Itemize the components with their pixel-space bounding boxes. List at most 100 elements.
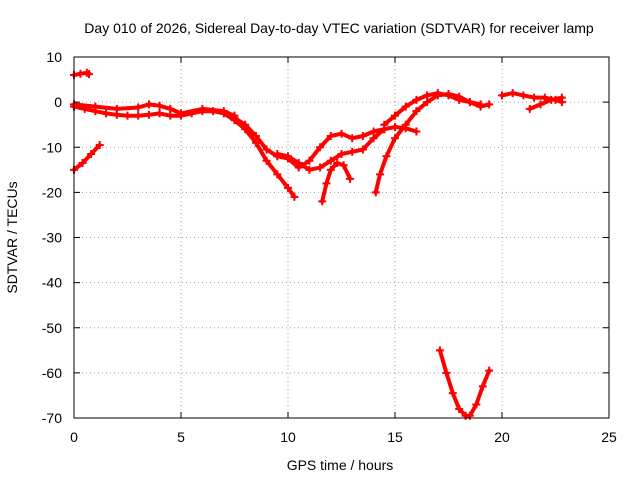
data-point [536, 100, 545, 109]
x-axis-label: GPS time / hours [287, 457, 394, 473]
y-tick-label: -10 [42, 139, 62, 155]
data-point [478, 382, 487, 391]
data-point [102, 109, 111, 118]
data-point [337, 150, 346, 159]
data-point [87, 150, 96, 159]
data-point [433, 89, 442, 98]
x-tick-label: 0 [70, 429, 78, 445]
data-point [294, 159, 303, 168]
data-point [251, 138, 260, 147]
data-point [525, 104, 534, 113]
data-point [262, 145, 271, 154]
series-line-s5 [232, 115, 419, 170]
data-point [316, 163, 325, 172]
y-tick-label: -60 [42, 365, 62, 381]
series-line-s8 [373, 92, 492, 195]
data-point [348, 147, 357, 156]
data-point [412, 95, 421, 104]
data-point [358, 131, 367, 140]
data-point [435, 346, 444, 355]
series-line-s4 [72, 143, 102, 172]
data-point [382, 152, 391, 161]
data-point [78, 159, 87, 168]
axis-ticks: 0 5 10 15 20 25 10 0 -10 -20 -30 -40 -50 -60 -70 [42, 49, 617, 445]
y-tick-label: -30 [42, 230, 62, 246]
data-point [305, 156, 314, 165]
data-point [455, 404, 464, 413]
data-point [318, 197, 327, 206]
data-point [348, 134, 357, 143]
y-tick-label: 0 [54, 94, 62, 110]
grid [74, 57, 609, 418]
data-point [316, 143, 325, 152]
data-point [485, 366, 494, 375]
data-point [198, 104, 207, 113]
chart-title: Day 010 of 2026, Sidereal Day-to-day VTE… [84, 20, 594, 36]
data-point [391, 122, 399, 131]
data-point [391, 111, 399, 120]
data-point [448, 389, 457, 398]
data-point [273, 170, 282, 179]
y-tick-label: -40 [42, 275, 62, 291]
data-point [444, 91, 453, 100]
data-point [112, 104, 121, 113]
data-point [455, 95, 464, 104]
data-point [241, 120, 250, 129]
x-tick-label: 20 [494, 429, 510, 445]
data-point [508, 89, 517, 98]
data-point [337, 129, 346, 138]
data-point [369, 134, 378, 143]
x-tick-label: 5 [177, 429, 185, 445]
data-point [358, 145, 367, 154]
data-point [322, 179, 331, 188]
data-point [251, 131, 260, 140]
series-line-s9 [382, 91, 483, 127]
data-point [326, 165, 335, 174]
data-point [284, 183, 292, 192]
data-point [380, 120, 389, 129]
data-point [95, 140, 104, 149]
data-point [166, 111, 175, 120]
data-point [423, 91, 432, 100]
y-tick-label: -50 [42, 320, 62, 336]
data-point [412, 127, 421, 136]
data-point [476, 100, 485, 109]
data-point [346, 174, 355, 183]
data-point [134, 103, 143, 112]
data-point [472, 400, 481, 409]
data-point [166, 104, 175, 113]
data-point [333, 159, 342, 168]
data-point [177, 109, 185, 118]
y-tick-label: -70 [42, 410, 62, 426]
data-point [547, 95, 556, 104]
data-point [284, 152, 292, 161]
y-tick-label: -20 [42, 184, 62, 200]
data-point [519, 91, 528, 100]
data-point [540, 93, 549, 102]
y-tick-label: 10 [46, 49, 62, 65]
data-point [485, 100, 494, 109]
data-point [557, 93, 566, 102]
x-tick-label: 10 [280, 429, 296, 445]
data-point [262, 156, 271, 165]
data-point [530, 93, 539, 102]
data-point [134, 111, 143, 120]
data-point [305, 165, 314, 174]
data-point [155, 109, 164, 118]
data-point [144, 110, 153, 119]
data-point [401, 120, 410, 129]
data-point [369, 127, 378, 136]
y-axis-label: SDTVAR / TECUs [4, 181, 20, 293]
data-point [412, 107, 421, 116]
data-point [326, 156, 335, 165]
x-tick-label: 15 [387, 429, 403, 445]
data-point [155, 101, 164, 110]
data-point [442, 368, 451, 377]
data-point [371, 188, 380, 197]
data-point [91, 102, 100, 111]
data-point [391, 134, 399, 143]
data-point [465, 98, 474, 107]
series-line-s2 [72, 104, 297, 199]
data-point [84, 70, 93, 79]
